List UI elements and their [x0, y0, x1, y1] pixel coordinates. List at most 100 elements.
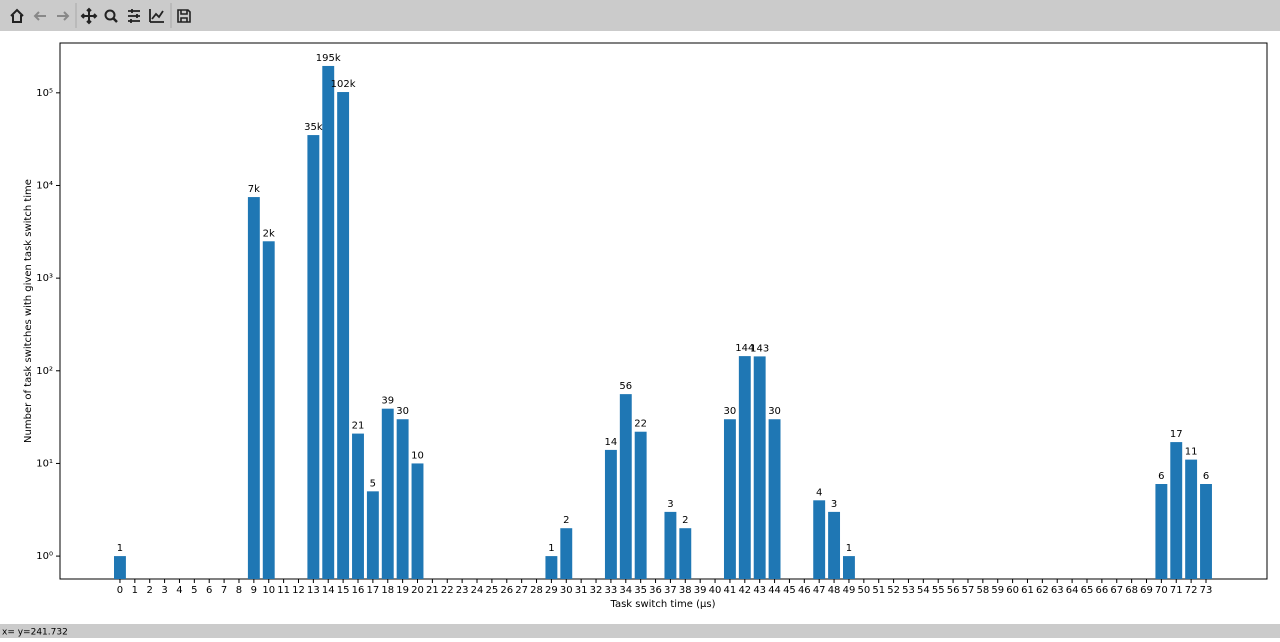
- bar: [634, 431, 647, 579]
- value-label: 10: [411, 450, 424, 461]
- x-tick-label: 73: [1200, 585, 1213, 596]
- x-tick-label: 58: [976, 585, 989, 596]
- value-label: 6: [1203, 471, 1209, 482]
- value-label: 1: [117, 543, 123, 554]
- value-label: 1: [548, 543, 554, 554]
- bar: [396, 419, 409, 579]
- bar: [813, 500, 826, 579]
- bar: [247, 197, 260, 579]
- bar: [604, 449, 617, 579]
- x-tick-label: 22: [441, 585, 454, 596]
- value-label: 7k: [248, 184, 260, 195]
- bar: [322, 65, 335, 579]
- value-label: 30: [724, 406, 737, 417]
- pan-button[interactable]: [80, 7, 98, 25]
- x-tick-label: 12: [292, 585, 305, 596]
- x-tick-label: 59: [991, 585, 1004, 596]
- value-label: 195k: [316, 53, 341, 64]
- x-tick-label: 32: [590, 585, 603, 596]
- bar: [679, 528, 692, 579]
- x-tick-label: 23: [456, 585, 469, 596]
- bar: [1185, 459, 1198, 579]
- bar: [1170, 442, 1183, 579]
- plot-frame: [59, 42, 1268, 580]
- axes-button[interactable]: [149, 9, 164, 23]
- x-tick-label: 49: [843, 585, 856, 596]
- bar: [723, 419, 736, 579]
- value-label: 2: [563, 515, 569, 526]
- x-tick-label: 11: [277, 585, 290, 596]
- x-tick-label: 67: [1110, 585, 1123, 596]
- x-tick-label: 47: [813, 585, 826, 596]
- x-tick-label: 37: [664, 585, 677, 596]
- x-tick-label: 26: [500, 585, 513, 596]
- x-tick-label: 63: [1051, 585, 1064, 596]
- x-tick-label: 6: [206, 585, 212, 596]
- bar: [842, 556, 855, 579]
- x-tick-label: 72: [1185, 585, 1198, 596]
- x-tick-label: 0: [117, 585, 123, 596]
- x-tick-label: 64: [1066, 585, 1079, 596]
- x-tick-label: 52: [887, 585, 900, 596]
- bar: [619, 394, 632, 579]
- forward-button[interactable]: [57, 11, 70, 21]
- y-tick-label: 10³: [36, 273, 53, 284]
- x-tick-label: 71: [1170, 585, 1183, 596]
- x-tick-label: 2: [147, 585, 153, 596]
- value-label: 2: [682, 515, 688, 526]
- bar: [366, 491, 379, 579]
- x-tick-label: 50: [857, 585, 870, 596]
- toolbar-icons: [10, 7, 191, 25]
- value-label: 102k: [331, 79, 356, 90]
- x-axis-label: Task switch time (µs): [609, 599, 715, 610]
- value-label: 3: [667, 499, 673, 510]
- x-tick-label: 30: [560, 585, 573, 596]
- x-tick-label: 28: [530, 585, 543, 596]
- configure-button[interactable]: [128, 9, 140, 23]
- x-tick-label: 51: [872, 585, 885, 596]
- x-tick-label: 39: [694, 585, 707, 596]
- value-label: 5: [370, 478, 376, 489]
- x-tick-label: 35: [634, 585, 647, 596]
- save-button[interactable]: [177, 9, 191, 23]
- x-tick-label: 69: [1140, 585, 1153, 596]
- x-tick-label: 60: [1006, 585, 1019, 596]
- x-tick-label: 34: [619, 585, 632, 596]
- bar: [1200, 483, 1212, 579]
- x-tick-label: 57: [962, 585, 975, 596]
- y-tick-label: 10⁰: [36, 551, 53, 562]
- x-tick-label: 20: [411, 585, 424, 596]
- value-label: 11: [1185, 447, 1198, 458]
- x-tick-label: 7: [221, 585, 227, 596]
- bar: [664, 511, 677, 579]
- x-tick-label: 18: [381, 585, 394, 596]
- x-tick-label: 55: [932, 585, 945, 596]
- value-label: 21: [352, 421, 365, 432]
- bar: [337, 92, 350, 579]
- x-tick-label: 1: [132, 585, 138, 596]
- y-tick-label: 10⁴: [36, 180, 53, 191]
- bar: [1155, 483, 1168, 579]
- status-bar: [0, 624, 1280, 638]
- zoom-button[interactable]: [104, 9, 118, 23]
- x-tick-label: 65: [1081, 585, 1094, 596]
- back-button[interactable]: [33, 11, 46, 21]
- x-tick-label: 62: [1036, 585, 1049, 596]
- x-tick-label: 5: [191, 585, 197, 596]
- bar: [545, 556, 558, 579]
- x-tick-label: 15: [337, 585, 350, 596]
- x-tick-label: 14: [322, 585, 335, 596]
- x-tick-label: 56: [947, 585, 960, 596]
- toolbar: [0, 0, 1280, 31]
- x-tick-label: 25: [486, 585, 499, 596]
- value-label: 3: [831, 499, 837, 510]
- x-tick-label: 36: [649, 585, 662, 596]
- value-label: 17: [1170, 429, 1183, 440]
- x-tick-label: 70: [1155, 585, 1168, 596]
- value-label: 35k: [304, 122, 323, 133]
- home-button[interactable]: [10, 8, 24, 23]
- x-tick-label: 9: [251, 585, 257, 596]
- x-tick-label: 48: [828, 585, 841, 596]
- bar: [307, 135, 320, 579]
